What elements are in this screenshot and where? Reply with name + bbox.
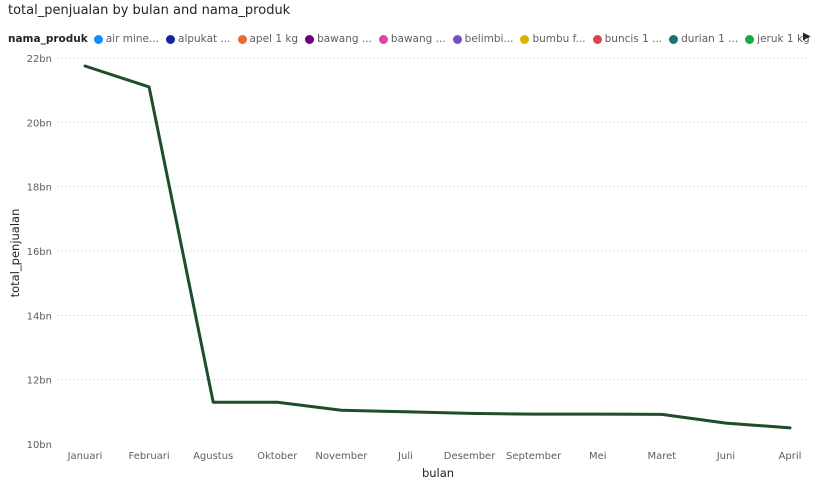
legend-label: jeruk 1 kg (757, 33, 810, 45)
legend-item[interactable]: bumbu f... (520, 33, 586, 45)
y-axis-ticks: 10bn 12bn 14bn 16bn 18bn 20bn 22bn (27, 54, 52, 451)
legend-label: bawang ... (317, 33, 372, 45)
legend-marker-icon (305, 34, 315, 44)
legend-items: air mine... alpukat ... apel 1 kg bawang ..… (93, 33, 817, 45)
legend-marker-icon (745, 34, 755, 44)
y-axis-title: total_penjualan (8, 209, 22, 298)
legend-item[interactable]: air mine... (93, 33, 160, 45)
legend-marker-icon (378, 34, 388, 44)
legend-label: alpukat ... (178, 33, 231, 45)
x-tick-label: November (315, 451, 368, 462)
legend-item[interactable]: belimbi... (452, 33, 514, 45)
legend-item[interactable]: apel 1 kg (237, 33, 299, 45)
x-tick-label: Juli (397, 451, 413, 462)
legend-item[interactable]: bawang ... (305, 33, 372, 45)
legend-label: bawang ... (390, 33, 446, 45)
legend-marker-icon (592, 34, 602, 44)
series-line[interactable] (83, 64, 792, 430)
legend-marker-icon (669, 34, 679, 44)
x-tick-label: Agustus (193, 451, 233, 462)
legend-marker-icon (237, 34, 247, 44)
y-tick-label: 14bn (27, 311, 52, 322)
x-tick-label: Februari (129, 451, 170, 462)
x-axis-ticks: Januari Februari Agustus Oktober November Jul… (67, 451, 802, 462)
x-tick-label: Juni (716, 451, 735, 462)
x-tick-label: Mei (589, 451, 607, 462)
x-tick-label: September (506, 451, 562, 462)
legend-marker-icon (93, 34, 103, 44)
legend-next-icon[interactable]: ▶ (803, 31, 811, 42)
gridlines (58, 57, 808, 381)
legend-marker-icon (166, 34, 176, 44)
x-tick-label: Januari (67, 451, 103, 462)
legend-item[interactable]: alpukat ... (166, 33, 231, 45)
legend-item[interactable]: jeruk 1 kg (745, 33, 810, 45)
legend-label: bumbu f... (532, 33, 586, 45)
x-axis-title: bulan (422, 466, 454, 480)
x-tick-label: April (779, 451, 802, 462)
legend-marker-icon (520, 34, 530, 44)
y-tick-label: 10bn (27, 440, 52, 451)
y-tick-label: 20bn (27, 118, 52, 129)
legend-label: apel 1 kg (249, 33, 299, 45)
x-tick-label: Oktober (257, 451, 298, 462)
legend-item[interactable]: bawang ... (378, 33, 446, 45)
x-tick-label: Maret (647, 451, 676, 462)
y-tick-label: 16bn (27, 247, 52, 258)
legend-label: durian 1 ... (681, 33, 739, 45)
legend-label: belimbi... (464, 33, 514, 45)
legend-item[interactable]: durian 1 ... (669, 33, 738, 45)
legend-marker-icon (452, 34, 462, 44)
series-lines (83, 64, 792, 430)
y-tick-label: 18bn (27, 183, 52, 194)
x-tick-label: Desember (444, 451, 496, 462)
chart-title: total_penjualan by bulan and nama_produk (8, 3, 291, 18)
legend-label: buncis 1 ... (604, 33, 663, 45)
y-tick-label: 22bn (27, 54, 52, 65)
legend-title: nama_produk (8, 33, 88, 45)
legend-item[interactable]: buncis 1 ... (592, 33, 663, 45)
y-tick-label: 12bn (27, 376, 52, 387)
legend: nama_produk air mine... alpukat ... apel 1… (8, 31, 827, 47)
legend-label: air mine... (105, 33, 160, 45)
